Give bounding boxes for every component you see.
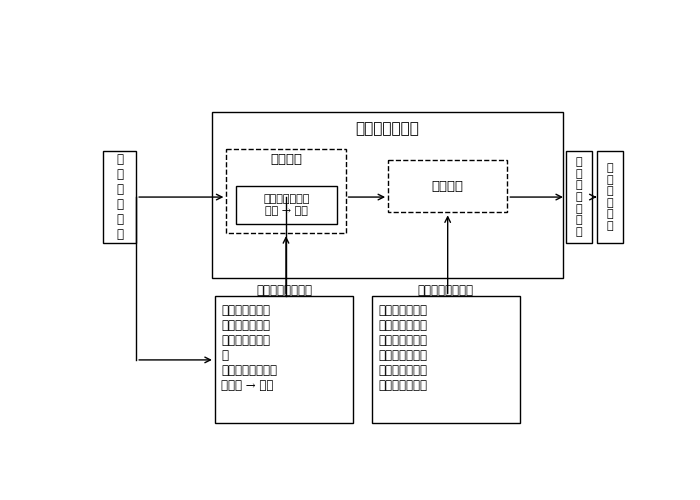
Bar: [388, 160, 507, 212]
Bar: [213, 112, 563, 278]
Text: 国土交通大臣の
登録を受けた者
が行う試験合格
者
　（一級の場合）
　筆記 → 口述: 国土交通大臣の 登録を受けた者 が行う試験合格 者 （一級の場合） 筆記 → 口…: [221, 304, 277, 392]
Bar: [566, 151, 592, 244]
Bar: [235, 186, 337, 224]
Text: （学科試験免除）: （学科試験免除）: [256, 284, 312, 296]
Text: 学科試験: 学科試験: [270, 153, 302, 166]
Bar: [226, 148, 346, 233]
Text: 合
格
証
書
の
交
付: 合 格 証 書 の 交 付: [575, 158, 582, 237]
Text: 自
動
車
整
備
士: 自 動 車 整 備 士: [606, 163, 613, 231]
Text: 技　能　検　定: 技 能 検 定: [356, 122, 419, 136]
Bar: [372, 296, 519, 424]
Bar: [215, 296, 354, 424]
Text: 実技試験: 実技試験: [432, 180, 463, 193]
Text: 国土交通大臣が
指定した養成施
設修了者又は国
土交通大臣の登
録を受けた者が
行う試験合格者: 国土交通大臣が 指定した養成施 設修了者又は国 土交通大臣の登 録を受けた者が …: [378, 304, 427, 392]
Text: （一級の場合）
筆記 → 口述: （一級の場合） 筆記 → 口述: [263, 194, 309, 216]
Text: 技
能
検
定
申
請: 技 能 検 定 申 請: [116, 153, 123, 241]
Bar: [103, 151, 136, 244]
Bar: [596, 151, 623, 244]
Text: （実技試験免除）: （実技試験免除）: [418, 284, 474, 296]
